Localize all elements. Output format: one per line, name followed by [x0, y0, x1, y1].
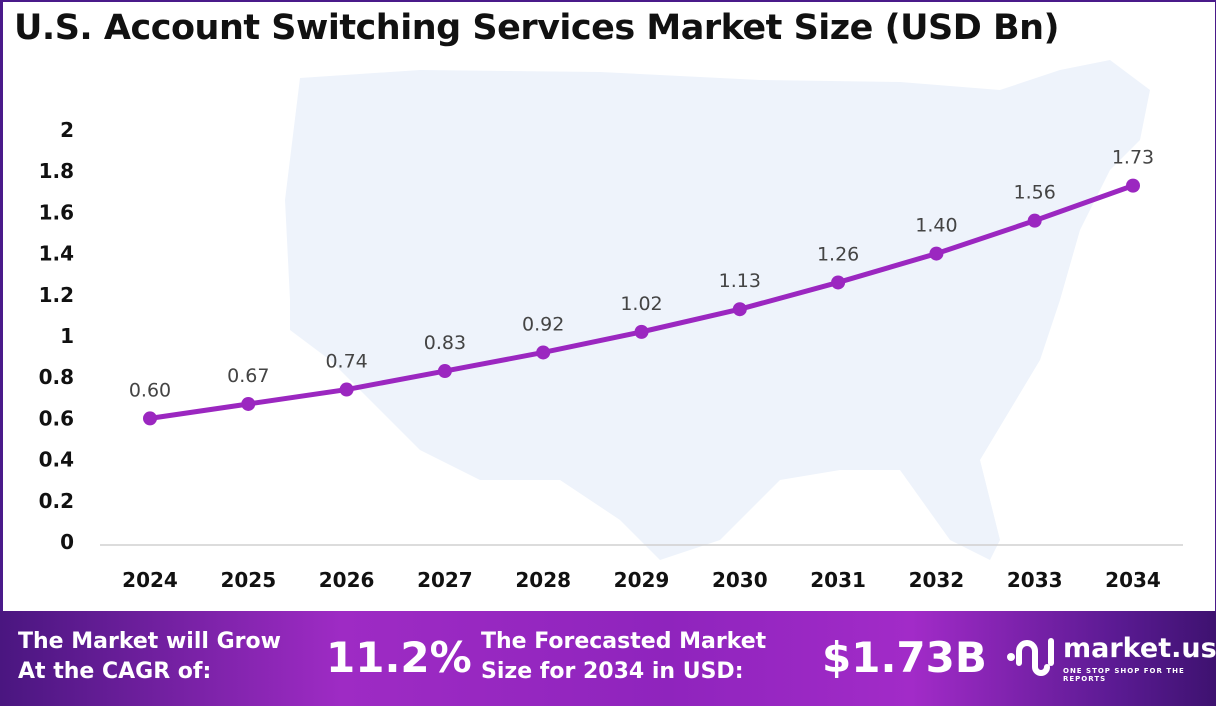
logo-tagline: ONE STOP SHOP FOR THE REPORTS [1063, 667, 1185, 683]
data-point [1126, 178, 1140, 193]
data-point [929, 246, 944, 261]
x-tick-label: 2033 [1007, 568, 1063, 592]
line-chart: 0 0.2 0.4 0.6 0.8 1 1.2 1.4 1.6 1.8 2 2024 2025 2026… [39, 60, 1183, 592]
y-tick-label: 0.2 [39, 489, 74, 513]
data-point [536, 345, 551, 360]
forecast-value: $1.73B [822, 633, 987, 682]
footer-banner: The Market will Grow At the CAGR of: 11.… [0, 611, 1216, 706]
y-tick-label: 0.8 [39, 365, 74, 389]
y-tick-label: 0 [60, 530, 74, 554]
forecast-label-line2: Size for 2034 in USD: [481, 659, 744, 684]
x-tick-label: 2029 [614, 568, 670, 592]
x-tick-label: 2024 [122, 568, 178, 592]
cagr-value: 11.2% [326, 633, 472, 682]
market-us-logo: market.us ONE STOP SHOP FOR THE REPORTS [1005, 633, 1216, 683]
data-label: 1.26 [817, 243, 859, 265]
x-tick-label: 2027 [417, 568, 473, 592]
data-point [241, 396, 256, 411]
x-tick-label: 2025 [220, 568, 276, 592]
data-label: 0.67 [227, 365, 269, 387]
data-point [634, 324, 649, 339]
y-tick-label: 1.2 [39, 283, 74, 307]
data-label: 1.02 [620, 293, 662, 315]
cagr-label: The Market will Grow At the CAGR of: [18, 627, 281, 687]
market-us-logo-icon [1007, 638, 1054, 676]
x-tick-label: 2031 [810, 568, 866, 592]
y-tick-label: 2 [60, 118, 74, 142]
x-tick-label: 2028 [515, 568, 571, 592]
data-label: 0.83 [424, 332, 466, 354]
y-tick-label: 0.4 [39, 448, 74, 472]
data-label: 1.56 [1014, 182, 1056, 204]
data-point [732, 302, 747, 317]
data-label: 1.40 [915, 215, 957, 237]
cagr-label-line2: At the CAGR of: [18, 659, 212, 684]
x-tick-label: 2032 [909, 568, 965, 592]
y-tick-label: 0.6 [39, 406, 74, 430]
cagr-label-line1: The Market will Grow [18, 629, 281, 654]
data-label: 0.92 [522, 313, 564, 335]
data-label: 0.74 [325, 351, 367, 373]
data-point [1027, 213, 1042, 228]
data-point [437, 364, 452, 379]
data-label: 0.60 [129, 379, 171, 401]
y-tick-label: 1.8 [39, 159, 74, 183]
forecast-label-line1: The Forecasted Market [481, 629, 767, 654]
data-point [143, 411, 157, 426]
data-point [831, 275, 846, 290]
us-map-silhouette [285, 60, 1150, 560]
chart-title: U.S. Account Switching Services Market S… [14, 8, 1060, 48]
x-tick-label: 2030 [712, 568, 768, 592]
x-tick-label: 2034 [1105, 568, 1161, 592]
data-label: 1.73 [1112, 147, 1154, 169]
data-label: 1.13 [719, 270, 761, 292]
forecast-label: The Forecasted Market Size for 2034 in U… [481, 627, 766, 687]
logo-name: market.us [1063, 633, 1216, 664]
y-tick-label: 1.6 [39, 200, 74, 224]
y-tick-label: 1.4 [39, 242, 74, 266]
data-point [339, 382, 354, 397]
y-tick-label: 1 [60, 324, 74, 348]
x-tick-label: 2026 [319, 568, 375, 592]
